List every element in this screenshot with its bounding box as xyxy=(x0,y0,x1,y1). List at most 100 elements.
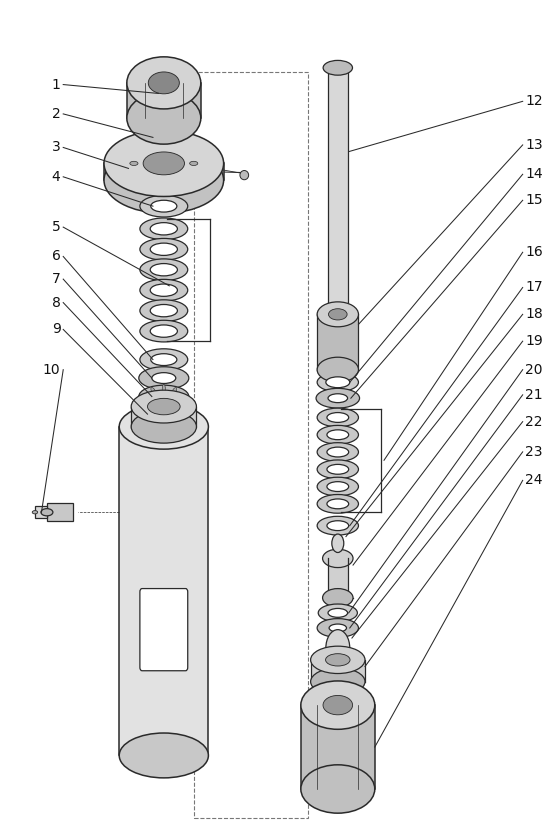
Ellipse shape xyxy=(146,394,153,399)
Ellipse shape xyxy=(328,394,347,402)
Ellipse shape xyxy=(326,377,350,388)
Ellipse shape xyxy=(151,396,157,406)
Ellipse shape xyxy=(323,696,352,715)
Ellipse shape xyxy=(328,608,347,617)
Ellipse shape xyxy=(140,218,188,239)
Bar xyxy=(328,559,347,598)
Text: 20: 20 xyxy=(526,363,543,376)
FancyBboxPatch shape xyxy=(140,589,188,671)
Ellipse shape xyxy=(317,425,358,444)
Ellipse shape xyxy=(162,397,165,409)
Ellipse shape xyxy=(150,223,178,235)
Ellipse shape xyxy=(323,60,352,75)
Text: 23: 23 xyxy=(526,445,543,459)
Bar xyxy=(127,83,201,118)
Ellipse shape xyxy=(140,280,188,301)
Ellipse shape xyxy=(139,386,189,408)
Ellipse shape xyxy=(317,495,358,513)
Ellipse shape xyxy=(104,147,224,213)
Text: 12: 12 xyxy=(526,94,543,108)
Ellipse shape xyxy=(318,604,357,622)
Ellipse shape xyxy=(150,264,178,276)
Ellipse shape xyxy=(317,517,358,535)
Ellipse shape xyxy=(301,764,375,813)
Ellipse shape xyxy=(41,509,53,516)
Ellipse shape xyxy=(150,243,178,255)
Ellipse shape xyxy=(150,284,178,297)
Ellipse shape xyxy=(327,481,349,491)
Ellipse shape xyxy=(174,394,182,399)
Ellipse shape xyxy=(136,125,191,150)
Ellipse shape xyxy=(130,161,138,165)
Ellipse shape xyxy=(143,152,185,175)
Text: 10: 10 xyxy=(43,363,60,376)
Text: 14: 14 xyxy=(526,167,543,181)
Ellipse shape xyxy=(104,130,224,197)
Ellipse shape xyxy=(190,161,198,165)
Ellipse shape xyxy=(151,200,177,212)
Bar xyxy=(301,705,375,789)
Ellipse shape xyxy=(327,430,349,439)
Text: 5: 5 xyxy=(52,220,60,234)
Ellipse shape xyxy=(32,511,38,514)
Text: 1: 1 xyxy=(52,77,60,92)
Ellipse shape xyxy=(327,465,349,475)
Ellipse shape xyxy=(328,309,347,320)
Text: 6: 6 xyxy=(52,249,60,264)
Ellipse shape xyxy=(327,412,349,423)
Text: 3: 3 xyxy=(52,140,60,155)
Ellipse shape xyxy=(317,302,358,327)
Ellipse shape xyxy=(329,624,346,632)
Text: 18: 18 xyxy=(526,307,543,322)
Ellipse shape xyxy=(140,259,188,281)
Bar xyxy=(131,407,196,427)
Ellipse shape xyxy=(140,320,188,342)
Ellipse shape xyxy=(317,373,358,391)
Text: 16: 16 xyxy=(526,245,543,260)
Ellipse shape xyxy=(316,388,359,408)
Text: 19: 19 xyxy=(526,334,543,348)
Text: 8: 8 xyxy=(52,296,60,310)
Ellipse shape xyxy=(301,681,375,729)
Bar xyxy=(104,164,224,180)
Text: 22: 22 xyxy=(526,415,543,428)
Ellipse shape xyxy=(147,398,180,415)
Ellipse shape xyxy=(140,239,188,260)
Ellipse shape xyxy=(131,390,196,423)
Ellipse shape xyxy=(332,534,344,553)
Ellipse shape xyxy=(327,447,349,457)
Text: 11: 11 xyxy=(180,164,198,178)
Bar xyxy=(317,314,358,370)
Ellipse shape xyxy=(317,618,358,638)
Bar xyxy=(35,507,47,518)
Text: 17: 17 xyxy=(526,281,543,295)
Ellipse shape xyxy=(140,300,188,322)
Ellipse shape xyxy=(139,367,189,390)
Ellipse shape xyxy=(327,499,349,509)
Ellipse shape xyxy=(240,171,249,180)
Ellipse shape xyxy=(149,130,179,144)
Ellipse shape xyxy=(326,630,350,667)
Bar xyxy=(47,503,73,522)
Ellipse shape xyxy=(156,393,172,400)
Ellipse shape xyxy=(140,196,188,217)
Text: 13: 13 xyxy=(526,138,543,152)
Ellipse shape xyxy=(151,387,157,396)
Ellipse shape xyxy=(311,646,365,674)
Ellipse shape xyxy=(119,404,208,449)
Bar xyxy=(311,660,365,681)
Bar xyxy=(328,68,347,311)
Ellipse shape xyxy=(317,357,358,382)
Ellipse shape xyxy=(317,477,358,496)
Ellipse shape xyxy=(127,57,201,109)
Ellipse shape xyxy=(162,384,165,396)
Ellipse shape xyxy=(149,72,179,94)
Bar xyxy=(193,72,308,818)
Ellipse shape xyxy=(323,549,353,568)
Text: 2: 2 xyxy=(52,107,60,121)
Ellipse shape xyxy=(131,410,196,444)
Ellipse shape xyxy=(150,304,178,317)
Ellipse shape xyxy=(317,460,358,479)
Ellipse shape xyxy=(150,325,178,338)
Ellipse shape xyxy=(152,373,176,384)
